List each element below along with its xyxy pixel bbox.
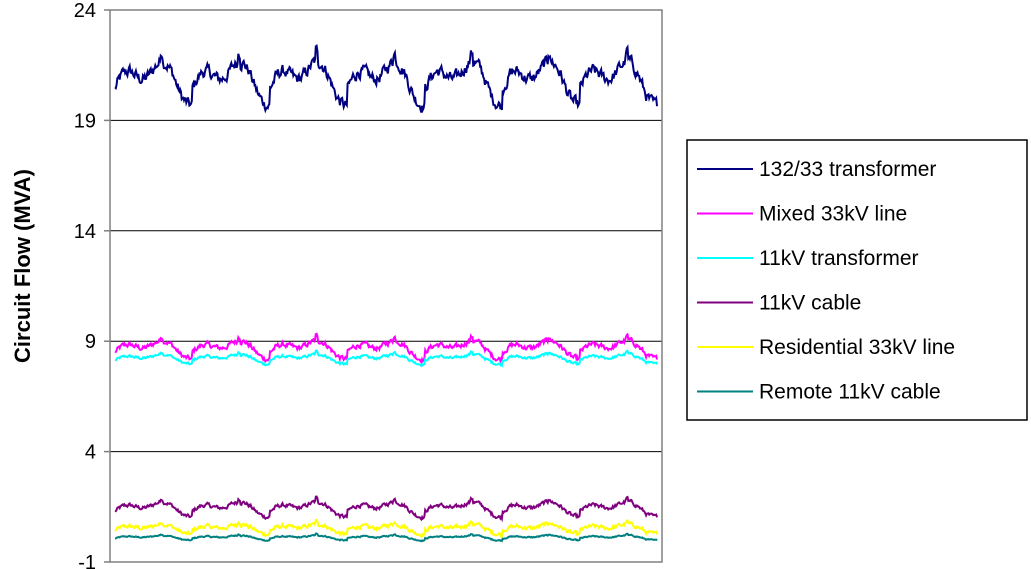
legend: 132/33 transformer Mixed 33kV line 11kV tr… <box>686 139 1028 421</box>
y-tick-label: 9 <box>85 331 96 353</box>
y-axis: -1 4 9 14 19 24 <box>74 0 110 569</box>
plot-frame <box>109 9 663 563</box>
grid <box>110 9 662 453</box>
legend-label: 11kV transformer <box>759 247 919 270</box>
legend-label: Residential 33kV line <box>759 336 955 359</box>
series-line-1 <box>114 332 658 365</box>
series-line-5 <box>114 532 658 543</box>
y-tick-label: 14 <box>74 221 96 243</box>
series-line-4 <box>114 518 658 540</box>
y-tick-label: 24 <box>74 0 96 22</box>
series-line-0 <box>114 44 658 114</box>
legend-label: 132/33 transformer <box>759 158 936 181</box>
legend-label: 11kV cable <box>759 292 861 315</box>
y-tick-label: 19 <box>74 110 96 132</box>
y-tick-label: 4 <box>85 442 96 464</box>
legend-box <box>686 139 1028 421</box>
legend-label: Mixed 33kV line <box>759 203 907 226</box>
legend-label: Remote 11kV cable <box>759 381 941 404</box>
series-lines <box>114 44 658 543</box>
y-tick-label: -1 <box>78 552 96 569</box>
y-axis-label: Circuit Flow (MVA) <box>10 169 35 363</box>
series-line-3 <box>114 495 658 523</box>
series-line-2 <box>114 349 658 369</box>
